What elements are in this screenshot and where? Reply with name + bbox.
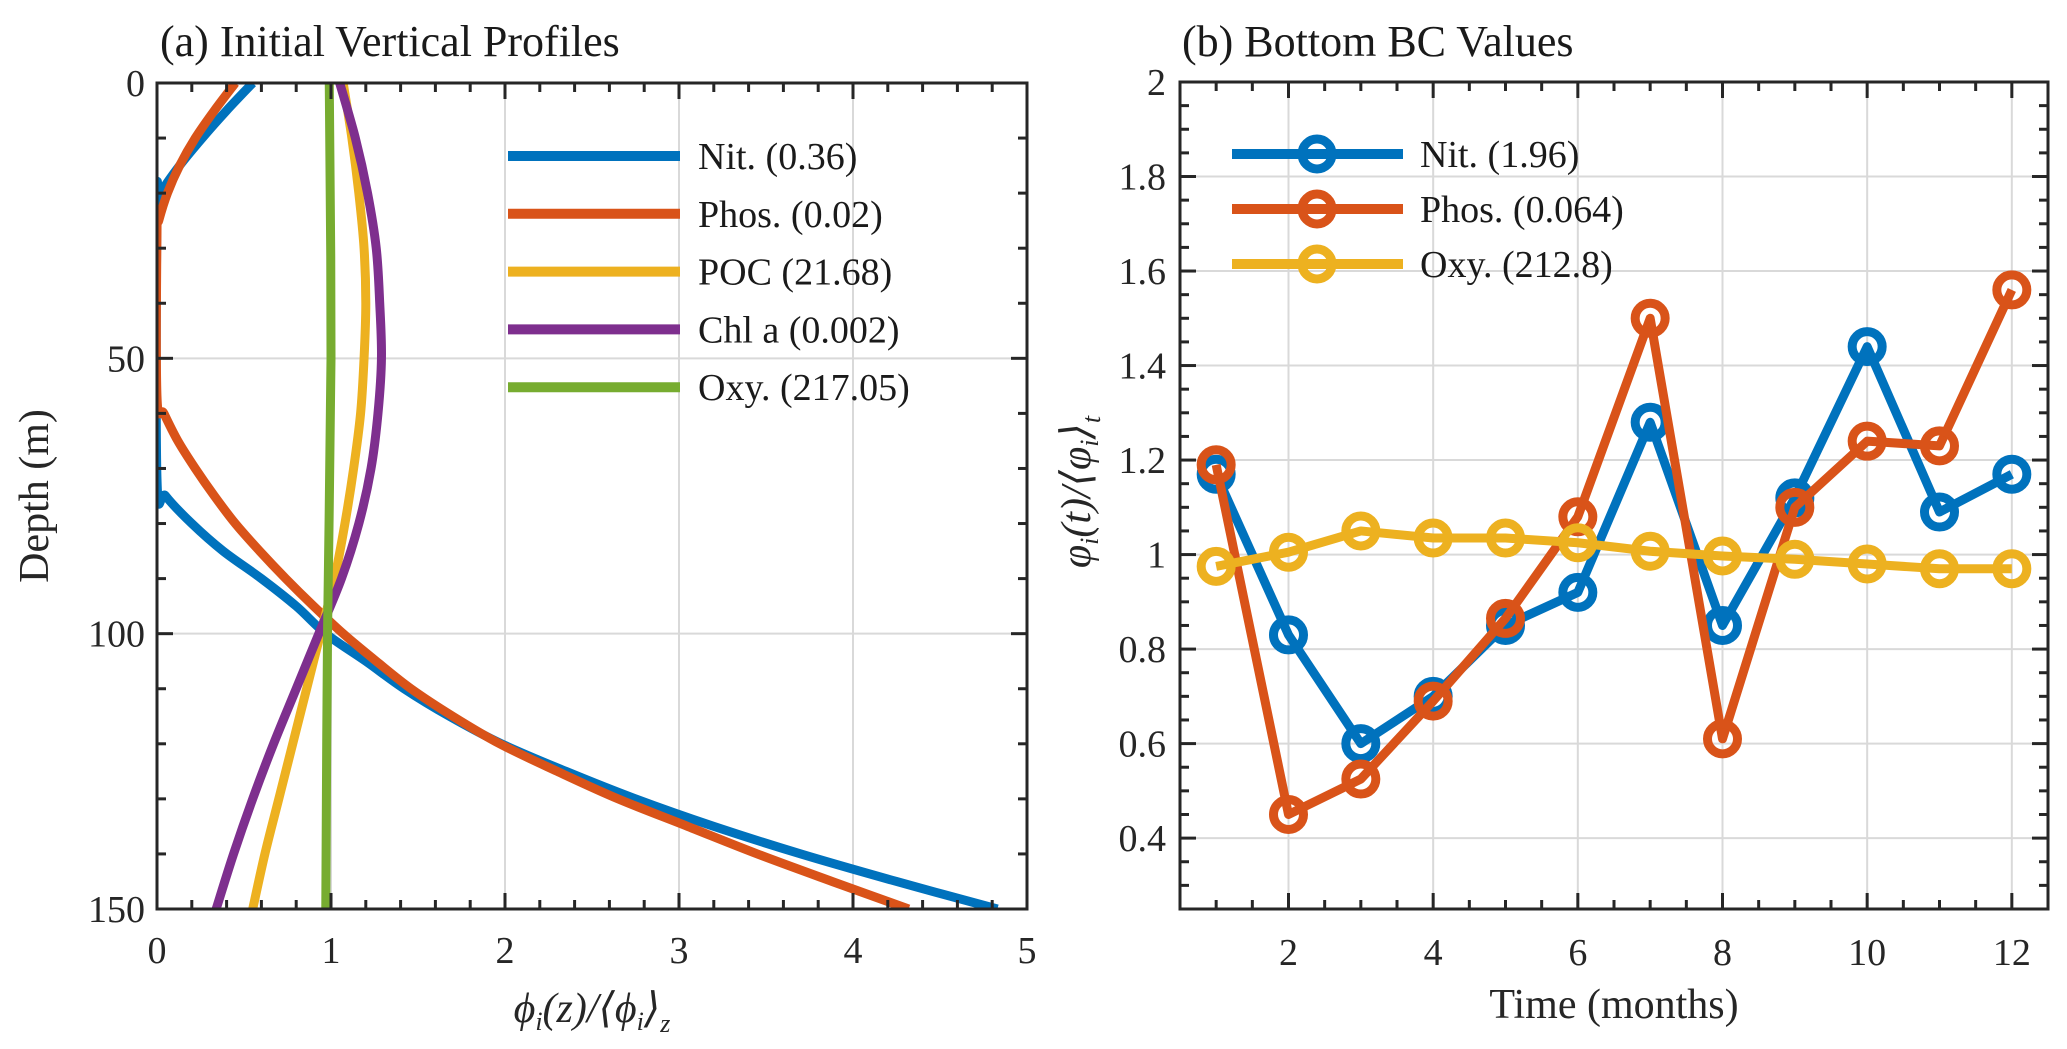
panel-b-series (1196, 270, 2032, 834)
legend-label: POC (21.68) (698, 252, 892, 294)
panel-b-ticks (1180, 80, 2050, 909)
panel-a: (a) Initial Vertical Profiles 0 1 2 3 4 50501… (12, 17, 1037, 1038)
data-point-nit (1341, 724, 1381, 764)
panel-b-grid (1180, 82, 2048, 909)
data-point-nit (1269, 615, 1308, 655)
x-tick-label: 6 (1568, 932, 1587, 974)
x-tick-label: 4 (844, 930, 863, 972)
series-line-oxy (321, 83, 336, 909)
legend-label: Oxy. (217.05) (698, 367, 910, 409)
data-point-phos (1920, 426, 1959, 466)
panel-b: (b) Bottom BC Values 2 4 6 8 10 12 0.4 0.6 0.8 1 1… (1054, 17, 2050, 1028)
data-point-oxy (1920, 549, 1959, 589)
data-point-nit (1920, 492, 1959, 532)
legend-marker (1297, 134, 1337, 174)
y-tick-label: 1.2 (1119, 440, 1167, 482)
panel-b-ylabel: φi(t)/⟨φi⟩t (1054, 415, 1106, 568)
data-point-oxy (1630, 531, 1670, 571)
data-point-oxy (1992, 549, 2032, 589)
x-tick-label: 4 (1424, 932, 1443, 974)
panel-a-ylabel: Depth (m) (12, 409, 58, 583)
y-tick-label: 0.6 (1119, 724, 1167, 766)
data-point-phos (1775, 487, 1815, 527)
legend-label: Nit. (1.96) (1420, 134, 1579, 176)
series-line-poc (248, 83, 371, 909)
data-point-phos (1703, 719, 1742, 759)
data-point-oxy (1341, 511, 1381, 551)
y-tick-label: 2 (1147, 62, 1166, 104)
data-point-nit (1847, 327, 1887, 367)
x-tick-label: 1 (322, 930, 341, 972)
panel-b-legend: Nit. (1.96) Phos. (0.064) Oxy. (212.8) (1232, 134, 1624, 286)
y-tick-label: 1.6 (1119, 251, 1167, 293)
panel-a-frame (155, 81, 1029, 911)
y-tick-label: 1.8 (1119, 157, 1167, 199)
data-point-phos (1486, 598, 1525, 638)
x-tick-label: 3 (670, 930, 689, 972)
y-tick-label: 0.4 (1119, 818, 1167, 860)
y-tick-label: 50 (107, 338, 145, 380)
y-tick-label: 1.4 (1119, 346, 1167, 388)
data-point-phos (1413, 681, 1453, 721)
series-line-nit (1212, 342, 2014, 749)
data-point-oxy (1558, 523, 1598, 563)
data-point-nit (1992, 454, 2032, 494)
data-point-phos (1269, 794, 1308, 834)
y-tick-label: 0 (126, 63, 145, 105)
legend-label: Nit. (0.36) (698, 136, 857, 178)
y-tick-label: 1 (1147, 535, 1166, 577)
data-point-oxy (1269, 532, 1308, 572)
series-line-phos (1211, 288, 2016, 819)
data-point-phos (1847, 421, 1887, 461)
legend-label: Chl a (0.002) (698, 309, 900, 351)
panel-a-legend: Nit. (0.36) Phos. (0.02) POC (21.68) Chl a … (508, 136, 910, 409)
x-tick-label: 12 (1993, 932, 2031, 974)
data-point-oxy (1847, 544, 1887, 584)
panel-a-ticks (155, 81, 1029, 911)
data-point-oxy (1486, 518, 1525, 558)
y-tick-label: 150 (88, 889, 145, 931)
y-tick-label: 100 (88, 614, 145, 656)
data-point-oxy (1196, 546, 1236, 586)
data-point-phos (1992, 270, 2032, 310)
data-point-phos (1196, 445, 1236, 485)
legend-marker (1297, 244, 1337, 284)
y-tick-label: 0.8 (1119, 629, 1167, 671)
data-point-nit (1558, 572, 1598, 612)
x-tick-label: 0 (148, 930, 167, 972)
series-line-phos (157, 83, 911, 909)
legend-label: Phos. (0.064) (1420, 189, 1624, 231)
legend-marker (1297, 189, 1337, 229)
series-line-chl (211, 83, 387, 909)
data-point-phos (1630, 298, 1670, 338)
x-tick-label: 2 (1279, 932, 1298, 974)
data-point-oxy (1413, 518, 1453, 558)
data-point-oxy (1703, 536, 1742, 576)
series-line-oxy (1215, 526, 2012, 574)
panel-b-tick-labels: 2 4 6 8 10 12 0.4 0.6 0.8 1 1.2 1.4 1.6 1.8 2 (1119, 62, 2031, 974)
legend-label: Phos. (0.02) (698, 194, 883, 236)
x-tick-label: 2 (496, 930, 515, 972)
x-tick-label: 10 (1848, 932, 1886, 974)
data-point-phos (1341, 759, 1381, 799)
panel-a-xlabel: ϕi(z)/⟨ϕi⟩z (514, 986, 671, 1038)
x-tick-label: 5 (1018, 930, 1037, 972)
panel-a-title: (a) Initial Vertical Profiles (160, 17, 620, 66)
legend-label: Oxy. (212.8) (1420, 244, 1613, 286)
panel-b-title: (b) Bottom BC Values (1182, 17, 1574, 66)
x-tick-label: 8 (1713, 932, 1732, 974)
panel-b-xlabel: Time (months) (1489, 982, 1738, 1028)
data-point-oxy (1775, 539, 1815, 579)
